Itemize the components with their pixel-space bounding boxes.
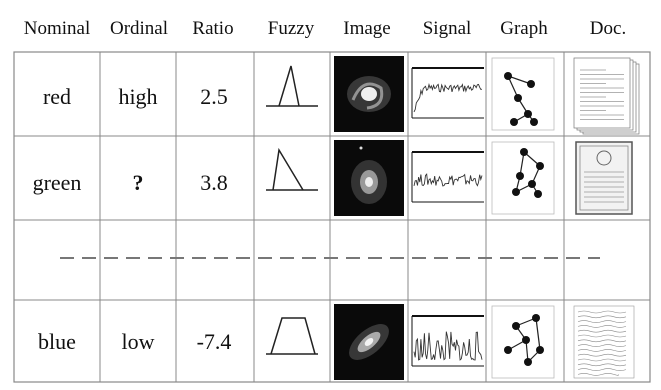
certificate-border [575, 141, 633, 215]
handwritten-line [577, 373, 619, 376]
header-signal: Signal [422, 18, 472, 39]
graph-network [491, 305, 555, 379]
graph-node [516, 172, 524, 180]
graph-edge [535, 317, 541, 351]
handwritten-line [577, 329, 627, 333]
cell-ratio-neg-7-4: -7.4 [196, 329, 232, 354]
graph-node [512, 188, 520, 196]
galaxy-core [365, 177, 373, 187]
fuzzy-membership-triangle-narrow [266, 65, 318, 107]
handwritten-line [577, 358, 627, 362]
header-nominal: Nominal [23, 18, 91, 39]
cell-nominal-red: red [42, 84, 72, 109]
certificate-seal [596, 150, 612, 166]
image-elliptical-galaxy [334, 304, 404, 380]
graph-node [527, 80, 535, 88]
header-doc: Doc. [589, 18, 627, 39]
cell-nominal-blue: blue [38, 329, 76, 354]
graph-node [524, 358, 532, 366]
graph-node [514, 94, 522, 102]
handwritten-line [577, 315, 627, 319]
graph-network [491, 57, 555, 131]
graph-node [512, 322, 520, 330]
header-ordinal: Ordinal [109, 18, 169, 39]
certificate-inner-border [579, 145, 629, 211]
graph-edge [519, 151, 525, 177]
handwritten-line [577, 320, 627, 323]
signal-trace [413, 331, 483, 361]
graph-node [530, 118, 538, 126]
signal-trace [413, 173, 483, 187]
header-fuzzy: Fuzzy [267, 18, 315, 39]
cell-nominal-green: green [32, 170, 82, 195]
handwritten-line [577, 325, 627, 328]
graph-node [528, 180, 536, 188]
graph-node [536, 346, 544, 354]
table-border [13, 51, 651, 383]
handwritten-line [577, 349, 627, 352]
galaxy-core [364, 338, 374, 346]
graph-node [524, 110, 532, 118]
handwritten-line [577, 334, 627, 338]
graph-node [504, 346, 512, 354]
cell-ordinal-high: high [118, 84, 158, 109]
graph-node [510, 118, 518, 126]
image-diffuse-galaxy [334, 140, 404, 216]
image-spiral-galaxy [334, 56, 404, 132]
cell-ordinal-low: low [121, 329, 155, 354]
header-image: Image [343, 18, 391, 39]
graph-node [522, 336, 530, 344]
graph-node [536, 162, 544, 170]
handwritten-line [577, 368, 627, 371]
graph-node [534, 190, 542, 198]
fuzzy-membership-triangle-wide [266, 147, 318, 191]
graph-node [532, 314, 540, 322]
graph-node [520, 148, 528, 156]
document-stacked-letters [573, 57, 640, 135]
handwritten-line [577, 339, 627, 343]
signal-plot [411, 67, 484, 119]
graph-edge [507, 75, 532, 85]
cell-ratio-2-5: 2.5 [200, 84, 228, 109]
document-certificate [575, 141, 633, 215]
galaxy-arm [351, 82, 384, 110]
graph-edge [507, 75, 519, 99]
handwritten-line [577, 310, 627, 314]
graph-network [491, 141, 555, 215]
fuzzy-shape [272, 147, 304, 191]
signal-plot [411, 315, 484, 367]
cell-ordinal-unknown: ? [132, 170, 144, 195]
header-graph: Graph [500, 18, 548, 39]
fuzzy-membership-trapezoid [266, 317, 318, 355]
handwritten-line [577, 363, 627, 367]
header-ratio: Ratio [192, 18, 234, 39]
star [359, 146, 363, 150]
signal-plot [411, 151, 484, 203]
graph-node [504, 72, 512, 80]
letter-page [573, 57, 631, 129]
galaxy-core [361, 87, 377, 101]
handwritten-line [577, 353, 627, 357]
cell-ratio-3-8: 3.8 [200, 170, 228, 195]
fuzzy-shape [278, 65, 300, 107]
handwritten-page [573, 305, 635, 379]
signal-trace [413, 82, 483, 113]
document-handwritten-letter [573, 305, 635, 379]
graph-frame [491, 57, 555, 131]
fuzzy-shape [270, 317, 316, 355]
handwritten-line [577, 344, 627, 347]
